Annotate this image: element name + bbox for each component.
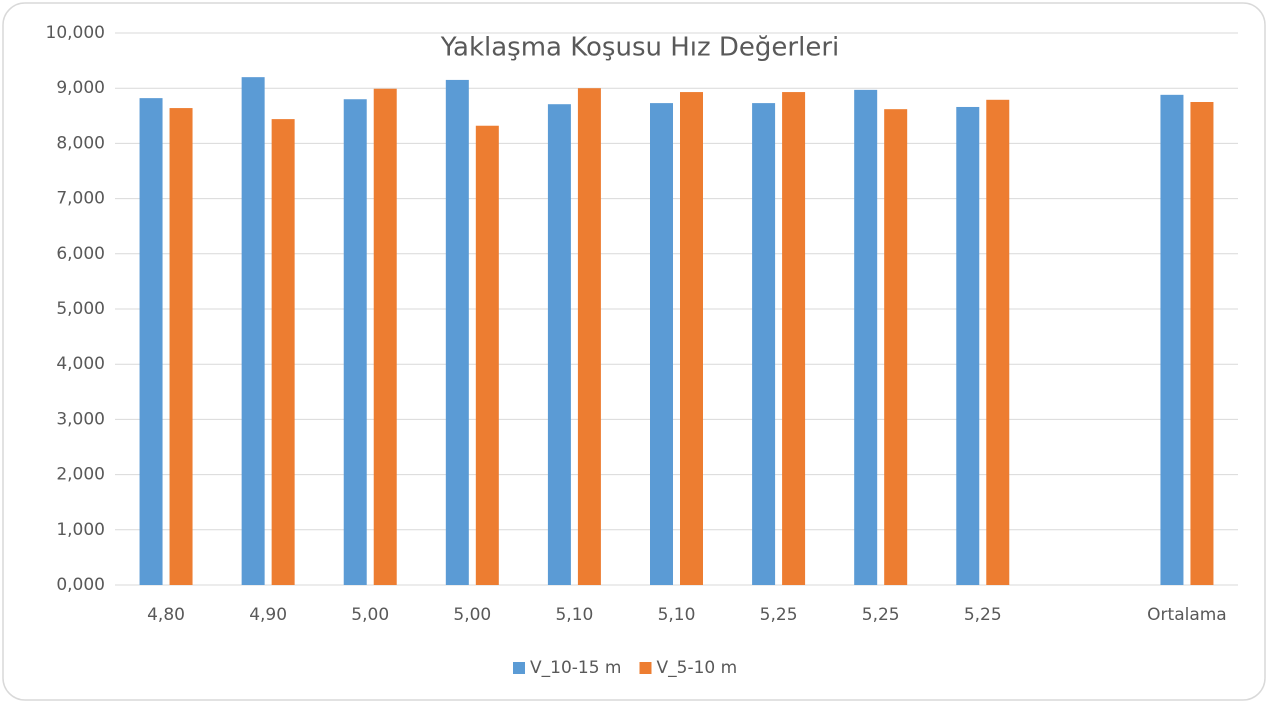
bar	[1160, 94, 1184, 585]
legend-label: V_10-15 m	[530, 658, 622, 678]
bar	[139, 98, 163, 586]
bar	[1190, 102, 1214, 585]
y-tick-label: 3,000	[56, 409, 105, 429]
bar	[680, 92, 703, 586]
legend-label: V_5-10 m	[657, 658, 738, 678]
x-tick-label: 5,00	[351, 605, 389, 625]
x-tick-label: Ortalama	[1147, 605, 1227, 625]
x-tick-label: 5,10	[555, 605, 593, 625]
y-tick-label: 1,000	[56, 520, 105, 540]
y-tick-label: 8,000	[56, 133, 105, 153]
bar	[956, 106, 980, 585]
bar	[884, 109, 908, 586]
x-tick-label: 5,25	[862, 605, 900, 625]
bar	[241, 77, 265, 585]
bar	[271, 119, 295, 585]
y-tick-label: 10,000	[46, 23, 105, 43]
bar	[547, 104, 571, 585]
x-tick-label: 4,80	[147, 605, 185, 625]
bar	[854, 89, 878, 585]
y-tick-label: 6,000	[56, 244, 105, 264]
bar	[475, 125, 499, 586]
bar	[986, 99, 1010, 586]
y-tick-label: 5,000	[56, 299, 105, 319]
x-tick-label: 5,25	[964, 605, 1002, 625]
x-tick-label: 4,90	[249, 605, 287, 625]
y-tick-label: 2,000	[56, 465, 105, 485]
x-tick-label: 5,00	[453, 605, 491, 625]
bar	[373, 88, 397, 585]
y-tick-label: 4,000	[56, 354, 105, 374]
y-tick-label: 7,000	[56, 189, 105, 209]
chart-title: Yaklaşma Koşusu Hız Değerleri	[440, 33, 840, 63]
bar	[343, 99, 367, 586]
bar	[752, 103, 776, 585]
bar	[650, 103, 673, 585]
legend-swatch	[513, 662, 525, 674]
bar	[577, 88, 601, 585]
y-tick-label: 0,000	[56, 575, 105, 595]
bar	[169, 108, 193, 586]
x-tick-label: 5,10	[658, 605, 696, 625]
bar	[782, 92, 806, 586]
legend-swatch	[639, 662, 652, 674]
x-tick-label: 5,25	[760, 605, 798, 625]
bar	[445, 79, 469, 586]
y-tick-label: 9,000	[56, 78, 105, 98]
